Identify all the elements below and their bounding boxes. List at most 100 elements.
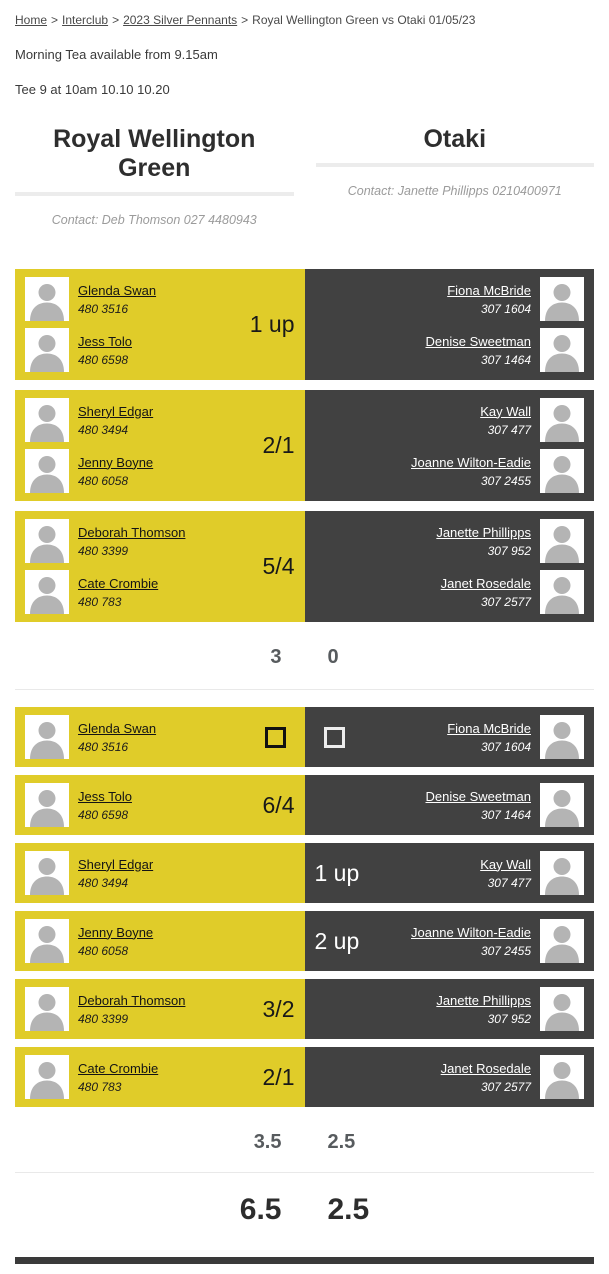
pairs-subtotal-home: 3 [270, 646, 282, 668]
player-name-link[interactable]: Denise Sweetman [425, 788, 532, 804]
player-phone: 480 6058 [78, 943, 129, 958]
player-name-link[interactable]: Deborah Thomson [78, 524, 186, 540]
away-team-name: Otaki [423, 125, 487, 153]
player-phone: 307 477 [487, 422, 531, 437]
home-team-name: Royal Wellington Green [53, 125, 256, 182]
player-name-link[interactable]: Kay Wall [480, 403, 531, 419]
player-name-link[interactable]: Janet Rosedale [440, 575, 531, 591]
player-name-link[interactable]: Jenny Boyne [78, 454, 154, 470]
home-side: Sheryl Edgar 480 3494 [15, 843, 305, 903]
breadcrumb-link-interclub[interactable]: Interclub [62, 13, 109, 27]
avatar-person-icon [540, 851, 584, 895]
home-match-score: 3/2 [262, 995, 295, 1022]
player-entry: Glenda Swan 480 3516 [25, 277, 156, 321]
player-name-link[interactable]: Joanne Wilton-Eadie [411, 924, 531, 940]
player-name-link[interactable]: Jenny Boyne [78, 924, 154, 940]
player-entry: Cate Crombie 480 783 [25, 570, 185, 614]
player-phone: 480 783 [78, 594, 122, 609]
player-name-link[interactable]: Janette Phillipps [436, 524, 531, 540]
player-name-link[interactable]: Deborah Thomson [78, 992, 186, 1008]
singles-match-row: Cate Crombie 480 783 2/1 Janet Rosedale 30… [15, 1047, 594, 1107]
player-name-link[interactable]: Fiona McBride [447, 282, 531, 298]
breadcrumb-link-pennants[interactable]: 2023 Silver Pennants [123, 13, 238, 27]
player-entry: Joanne Wilton-Eadie 307 2455 [411, 919, 584, 963]
player-name-link[interactable]: Kay Wall [480, 856, 531, 872]
player-phone: 480 6598 [78, 352, 129, 367]
singles-matches-section: Glenda Swan 480 3516 Fiona McBride 307 160… [15, 707, 594, 1107]
home-side: Jenny Boyne 480 6058 [15, 911, 305, 971]
avatar-person-icon [540, 519, 584, 563]
player-entry: Denise Sweetman 307 1464 [425, 783, 584, 827]
player-name-link[interactable]: Sheryl Edgar [78, 403, 154, 419]
avatar-person-icon [25, 783, 69, 827]
pairs-subtotal: 3 0 [15, 646, 594, 669]
breadcrumb-separator: > [51, 13, 59, 27]
avatar-person-icon [25, 328, 69, 372]
avatar-person-icon [540, 783, 584, 827]
player-name-link[interactable]: Sheryl Edgar [78, 856, 154, 872]
home-team-contact: Contact: Deb Thomson 027 4480943 [51, 213, 257, 227]
player-name-link[interactable]: Jess Tolo [78, 788, 132, 804]
player-name-link[interactable]: Cate Crombie [78, 1060, 159, 1076]
player-name-link[interactable]: Janet Rosedale [440, 1060, 531, 1076]
teams-header: Royal Wellington Green Contact: Deb Thom… [15, 125, 594, 227]
player-name-link[interactable]: Glenda Swan [78, 720, 157, 736]
away-players: Janette Phillipps 307 952 Janet Rosedale 3… [315, 519, 584, 614]
away-result-checkbox[interactable] [323, 726, 345, 748]
player-name-link[interactable]: Glenda Swan [78, 282, 157, 298]
avatar-person-icon [540, 919, 584, 963]
player-name-link[interactable]: Joanne Wilton-Eadie [411, 454, 531, 470]
avatar-person-icon [540, 277, 584, 321]
section-divider [15, 689, 594, 690]
player-entry: Glenda Swan 480 3516 [25, 715, 156, 759]
player-name-link[interactable]: Denise Sweetman [425, 333, 532, 349]
away-side: Fiona McBride 307 1604 [304, 707, 594, 767]
player-phone: 307 1464 [480, 352, 531, 367]
away-players: Kay Wall 307 477 Joanne Wilton-Eadie 307 2… [315, 398, 584, 493]
breadcrumb-separator: > [241, 13, 249, 27]
player-phone: 480 3494 [78, 875, 129, 890]
avatar-person-icon [25, 277, 69, 321]
home-match-score: 5/4 [262, 553, 295, 579]
pairs-match-row: Deborah Thomson 480 3399 Cate Crombie 480 … [15, 511, 594, 622]
singles-match-row: Jess Tolo 480 6598 6/4 Denise Sweetman 307… [15, 775, 594, 835]
singles-match-row: Deborah Thomson 480 3399 3/2 Janette Phil… [15, 979, 594, 1039]
home-team-underline [15, 192, 294, 196]
player-entry: Kay Wall 307 477 [480, 851, 584, 895]
player-name-link[interactable]: Jess Tolo [78, 333, 132, 349]
footer-divider-bar [15, 1257, 594, 1264]
player-phone: 307 1464 [480, 807, 531, 822]
player-entry: Kay Wall 307 477 [315, 398, 584, 442]
home-team-header: Royal Wellington Green Contact: Deb Thom… [15, 125, 294, 227]
home-players: Glenda Swan 480 3516 Jess Tolo 480 6598 [25, 277, 156, 372]
away-side: Janet Rosedale 307 2577 [304, 1047, 594, 1107]
home-side: Deborah Thomson 480 3399 Cate Crombie 480 … [15, 511, 305, 622]
avatar-person-icon [540, 398, 584, 442]
home-side: Deborah Thomson 480 3399 3/2 [15, 979, 305, 1039]
home-side: Glenda Swan 480 3516 [15, 707, 305, 767]
player-entry: Janette Phillipps 307 952 [315, 519, 584, 563]
pairs-matches-section: Glenda Swan 480 3516 Jess Tolo 480 6598 1 … [15, 269, 594, 622]
breadcrumb-link-home[interactable]: Home [15, 13, 48, 27]
player-entry: Jess Tolo 480 6598 [25, 328, 156, 372]
singles-subtotal-home: 3.5 [253, 1131, 282, 1153]
breadcrumb: Home > Interclub >2023 Silver Pennants > Roya… [15, 0, 594, 27]
grand-total-away: 2.5 [327, 1193, 370, 1226]
player-entry: Janet Rosedale 307 2577 [441, 1055, 584, 1099]
home-result-checkbox[interactable] [264, 726, 286, 748]
home-side: Sheryl Edgar 480 3494 Jenny Boyne 480 6058… [15, 390, 305, 501]
player-name-link[interactable]: Janette Phillipps [436, 992, 531, 1008]
avatar-person-icon [25, 919, 69, 963]
home-side: Glenda Swan 480 3516 Jess Tolo 480 6598 1 … [15, 269, 305, 380]
player-name-link[interactable]: Cate Crombie [78, 575, 159, 591]
player-name-link[interactable]: Fiona McBride [447, 720, 531, 736]
away-team-underline [315, 163, 594, 167]
away-team-contact: Contact: Janette Phillipps 0210400971 [347, 184, 562, 198]
player-phone: 480 3399 [78, 1011, 129, 1026]
avatar-person-icon [25, 1055, 69, 1099]
tee-times-notice: Tee 9 at 10am 10.10 10.20 [15, 82, 170, 97]
player-phone: 480 3516 [78, 301, 129, 316]
avatar-person-icon [540, 449, 584, 493]
pairs-match-row: Sheryl Edgar 480 3494 Jenny Boyne 480 6058… [15, 390, 594, 501]
